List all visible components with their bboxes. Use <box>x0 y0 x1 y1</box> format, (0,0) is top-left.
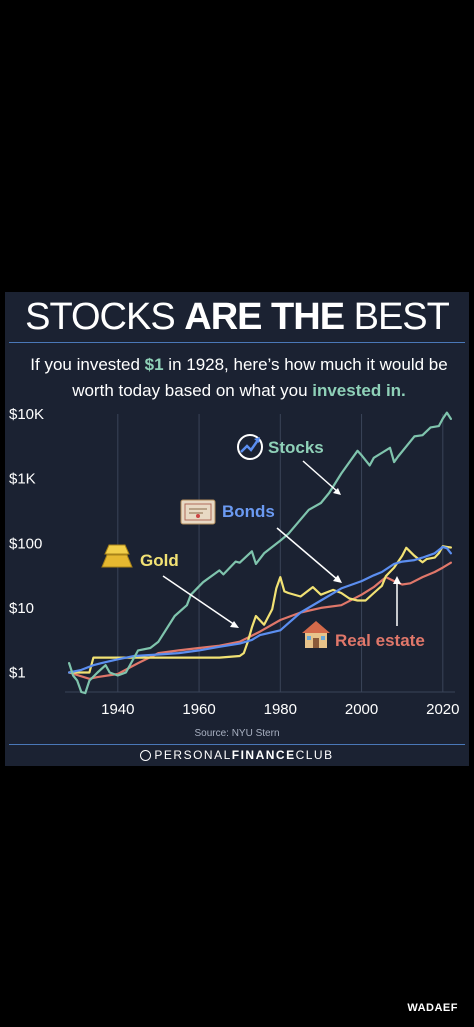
bonds-pointer-head <box>333 575 342 583</box>
x-tick-label: 1940 <box>101 701 134 718</box>
series-line-bonds <box>67 545 452 674</box>
subtitle-highlight: invested in. <box>312 381 406 400</box>
brand-light: PERSONAL <box>154 748 232 762</box>
stocks-pointer <box>302 460 339 493</box>
title-divider <box>9 342 465 343</box>
title-bold: ARE THE <box>184 296 345 338</box>
watermark: WADAEF <box>407 1002 458 1014</box>
footer-divider <box>9 744 465 745</box>
real-estate-pointer-head <box>393 576 401 584</box>
brand-logo-icon <box>140 750 152 761</box>
stocks-label: Stocks <box>268 438 324 457</box>
house-icon <box>302 621 330 648</box>
brand-bold: FINANCE <box>231 748 296 762</box>
x-tick-label: 2000 <box>345 701 378 718</box>
series-layer <box>67 411 452 695</box>
title-light-1: STOCKS <box>25 296 185 338</box>
bonds-label: Bonds <box>222 502 275 521</box>
subtitle-part-2: in 1928, here’s how much it would be wor… <box>72 355 448 400</box>
line-chart: 1940 1960 1980 2000 2020 $1 $10 $100 $1K $10K Sto… <box>9 406 460 718</box>
real-estate-annotation: Real estate <box>302 576 425 650</box>
brand-end: CLUB <box>295 748 334 762</box>
brand-footer: PERSONALFINANCECLUB <box>5 748 469 762</box>
real-estate-label: Real estate <box>335 631 425 650</box>
x-tick-label: 1960 <box>182 701 215 718</box>
gold-pointer <box>162 575 236 626</box>
chart-grid <box>65 414 455 693</box>
gold-label: Gold <box>140 551 179 570</box>
source-note: Source: NYU Stern <box>194 728 280 739</box>
gold-bar-icon <box>101 544 133 568</box>
gold-annotation: Gold <box>101 544 239 628</box>
annotation-layer: Stocks Bonds <box>101 434 425 650</box>
stocks-pointer-head <box>333 488 341 495</box>
x-tick-label: 2020 <box>426 701 459 718</box>
y-tick-label: $100 <box>9 535 42 552</box>
y-tick-label: $10K <box>9 406 44 423</box>
bond-certificate-icon <box>180 499 216 525</box>
bonds-annotation: Bonds <box>180 499 342 583</box>
y-tick-label: $10 <box>9 600 34 617</box>
subtitle: If you invested $1 in 1928, here’s how m… <box>13 352 465 404</box>
page-title: STOCKS ARE THE BEST <box>5 296 469 339</box>
title-light-2: BEST <box>344 296 450 338</box>
gold-pointer-head <box>230 621 239 628</box>
y-tick-label: $1 <box>9 665 26 682</box>
axis-layer: 1940 1960 1980 2000 2020 $1 $10 $100 $1K $10K <box>9 406 460 718</box>
subtitle-part-1: If you invested <box>30 355 145 374</box>
bonds-pointer <box>276 527 339 581</box>
stocks-annotation: Stocks <box>237 434 341 495</box>
subtitle-amount: $1 <box>144 355 164 374</box>
series-line-stocks <box>67 411 452 695</box>
infographic-card: STOCKS ARE THE BEST If you invested $1 i… <box>5 292 469 766</box>
x-tick-label: 1980 <box>264 701 297 718</box>
y-tick-label: $1K <box>9 471 36 488</box>
chart-trend-icon <box>237 434 263 460</box>
